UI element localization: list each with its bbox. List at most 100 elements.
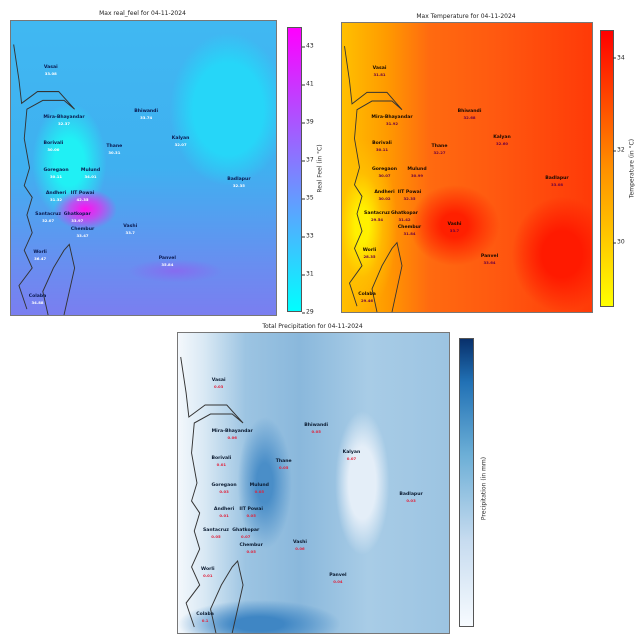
colorbar-tick-label: 37 [302,156,314,164]
station-value: 33.74 [140,115,153,121]
station-name: Chembur [70,226,95,232]
station-label: Badlapur 33.08 [545,176,568,188]
station-label: Ghatkopar 31.42 [391,211,418,223]
station-label: Chembur 0.05 [239,543,262,555]
station-value: 30.07 [378,173,391,179]
station-name: Badlapur [227,176,251,182]
realfeel-colorbar-label: Real Feel (in °C) [316,144,324,193]
station-label: Borivali 30.00 [44,141,64,153]
station-value: 30.99 [410,173,423,179]
station-value: 31.84 [403,231,416,237]
station-name: Andheri [374,190,395,196]
station-label: Kalyan 32.60 [493,135,511,147]
station-label: Colaba 0.1 [196,612,214,624]
colorbar-tick-label: 30 [613,238,625,246]
station-name: Panvel [158,256,176,262]
station-value: 35.84 [161,262,174,268]
station-label: Ghatkopar 33.97 [64,212,91,224]
station-value: 32.27 [433,150,446,156]
station-value: 0.05 [311,429,321,434]
station-label: Worli 0.01 [201,567,214,579]
temperature-map: Vasai 31.81 Mira-Bhayandar 31.92 Borivali 30.… [341,22,593,313]
station-label: Thane 30.31 [106,144,122,156]
station-value: 0.05 [211,534,221,539]
station-label: Vasai 33.08 [44,65,58,77]
station-name: Kalyan [171,135,190,141]
station-value: 0.07 [241,534,251,539]
station-name: Goregaon [43,167,69,173]
station-label: Panvel 0.04 [329,573,346,585]
realfeel-colorbar [287,27,302,312]
station-name: Panvel [329,573,347,578]
station-value: 32.37 [57,120,71,126]
coastline [13,44,76,315]
station-value: 31.81 [373,72,386,78]
station-value: 33.97 [71,217,84,223]
station-label: Mulund 30.99 [407,167,426,179]
station-label: Mulund 34.01 [81,168,100,180]
station-name: Mira-Bhayandar [43,114,85,120]
station-label: IIT Powai 0.05 [239,507,263,519]
colorbar-tick-label: 31 [302,270,314,278]
station-name: Mulund [249,483,269,488]
station-value: 31.42 [398,216,411,222]
station-label: Mira-Bhayandar 0.06 [212,429,253,441]
colorbar-tick-label: 34 [613,54,625,62]
station-name: Mira-Bhayandar [211,429,253,434]
station-label: Bhiwandi 33.74 [134,109,158,121]
station-value: 42.35 [76,197,89,203]
station-label: IIT Powai 42.35 [71,191,95,203]
station-value: 0.06 [227,435,237,440]
station-label: Mira-Bhayandar 31.92 [371,115,412,127]
station-name: Colaba [28,294,47,300]
station-name: Kalyan [342,450,361,455]
colorbar-tick-label: 43 [302,42,314,50]
station-label: Thane 0.05 [276,459,292,471]
colorbar-tick-label: 41 [302,80,314,88]
station-value: 0.03 [406,498,416,503]
station-label: Andheri 31.32 [46,191,66,203]
station-label: IIT Powai 32.35 [398,190,422,202]
station-value: 32.35 [232,182,245,188]
station-value: 33.7 [125,229,135,235]
station-value: 0.05 [278,465,289,470]
station-value: 32.07 [42,217,55,223]
temperature-title: Max Temperature for 04-11-2024 [416,13,516,20]
station-label: Goregaon 30.11 [43,168,68,180]
station-value: 32.35 [403,196,416,202]
station-label: Bhiwandi 32.68 [458,109,482,121]
station-name: Ghatkopar [232,528,260,533]
station-value: 0.05 [254,489,264,494]
station-label: Kalyan 32.07 [172,136,190,148]
station-name: Bhiwandi [304,423,329,428]
station-label: Vashi 33.7 [448,222,462,234]
station-name: Goregaon [371,167,398,173]
station-label: Vashi 0.06 [293,540,307,552]
station-label: Panvel 35.84 [159,256,176,268]
station-name: Kalyan [493,135,511,141]
station-value: 36.47 [34,256,47,262]
station-label: Goregaon 30.07 [372,167,397,179]
station-value: 28.35 [363,254,376,260]
realfeel-map: Vasai 33.08 Mira-Bhayandar 32.37 Borivali 30.… [10,20,277,316]
station-name: Santacruz [364,210,390,216]
station-label: Ghatkopar 0.07 [232,528,259,540]
station-label: Vashi 33.7 [123,224,137,236]
station-value: 34.88 [31,300,44,306]
station-value: 32.68 [463,115,476,121]
station-label: Chembur 33.47 [71,227,94,239]
station-name: Vashi [447,222,462,228]
station-value: 0.05 [246,513,256,518]
station-name: Borivali [372,141,392,147]
station-value: 33.47 [76,232,89,238]
station-value: 30.00 [47,147,60,153]
station-label: Borivali 30.11 [372,141,392,153]
station-value: 33.08 [550,181,564,187]
colorbar-tick-label: 32 [613,146,625,154]
station-name: Mulund [80,167,101,173]
station-value: 32.60 [495,141,509,147]
station-name: Chembur [239,543,263,548]
station-name: Chembur [397,225,422,231]
station-name: Colaba [196,612,214,617]
station-name: Vasai [372,66,387,72]
